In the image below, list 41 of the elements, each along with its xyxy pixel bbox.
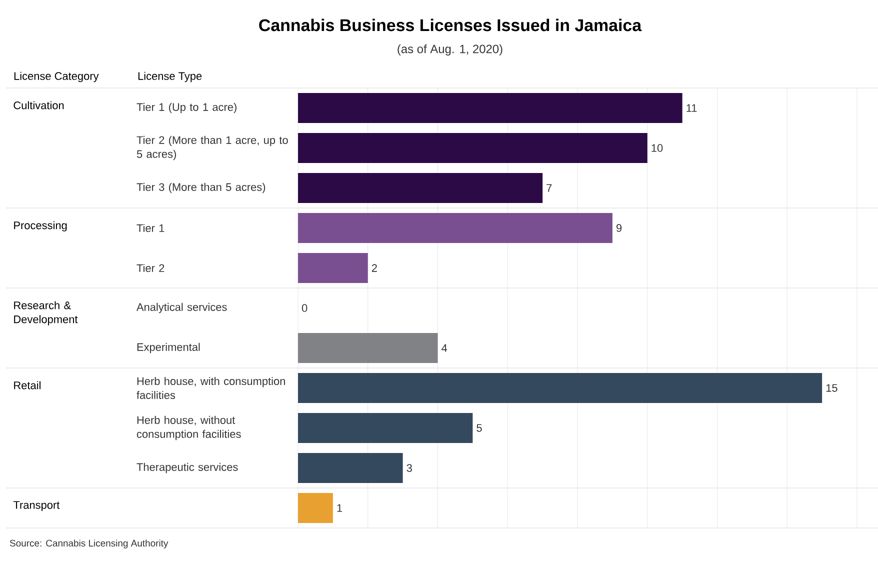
data-label: 5 <box>476 424 482 432</box>
y-tick-label: Tier 1 (Up to 1 acre) <box>136 102 236 114</box>
bar <box>298 133 648 163</box>
data-label: 15 <box>826 384 838 392</box>
chart-subtitle: (as of Aug. 1, 2020) <box>398 44 502 56</box>
y-tick-label: Therapeutic services <box>136 462 238 474</box>
y-tick-label: Herb house, with consumption facilities <box>136 377 285 400</box>
bar <box>298 493 333 524</box>
text: License Category <box>14 72 99 82</box>
bar <box>298 213 612 244</box>
text: Retail <box>14 381 40 390</box>
text: Processing <box>14 221 67 232</box>
y-tick-label: Tier 3 (More than 5 acres) <box>136 182 266 194</box>
bar <box>298 373 822 404</box>
data-label: 9 <box>616 224 622 232</box>
data-label: 11 <box>686 104 697 112</box>
source-note: Source: Cannabis Licensing Authority <box>10 540 168 548</box>
y-tick-label: Herb house, without consumption facilities <box>136 416 241 440</box>
y-tick-label: Tier 2 <box>136 264 164 272</box>
text: Transport <box>13 501 60 512</box>
data-label: 0 <box>302 304 308 312</box>
y-tick-label: Experimental <box>137 342 200 354</box>
data-label: 7 <box>546 184 552 192</box>
bar <box>298 253 368 284</box>
y-axis-title: License Type <box>138 72 202 82</box>
y-tick-label: Tier 2 (More than 1 acre, up to 5 acres) <box>136 136 288 160</box>
bar <box>298 413 473 444</box>
text: Research & Development <box>14 301 78 326</box>
data-label: 3 <box>406 464 412 472</box>
y-tick-label: Tier 1 <box>136 224 164 232</box>
y-tick-label: Analytical services <box>136 302 227 314</box>
bar <box>298 453 403 484</box>
data-label: 2 <box>372 264 377 272</box>
data-label: 10 <box>652 144 663 152</box>
chart-title: Cannabis Business Licenses Issued in Jamaica <box>259 18 642 32</box>
text: Cultivation <box>14 101 64 110</box>
data-label: 4 <box>442 344 448 352</box>
bar <box>298 333 438 364</box>
bar <box>298 93 682 123</box>
bar <box>298 173 543 203</box>
data-label: 1 <box>337 504 342 512</box>
